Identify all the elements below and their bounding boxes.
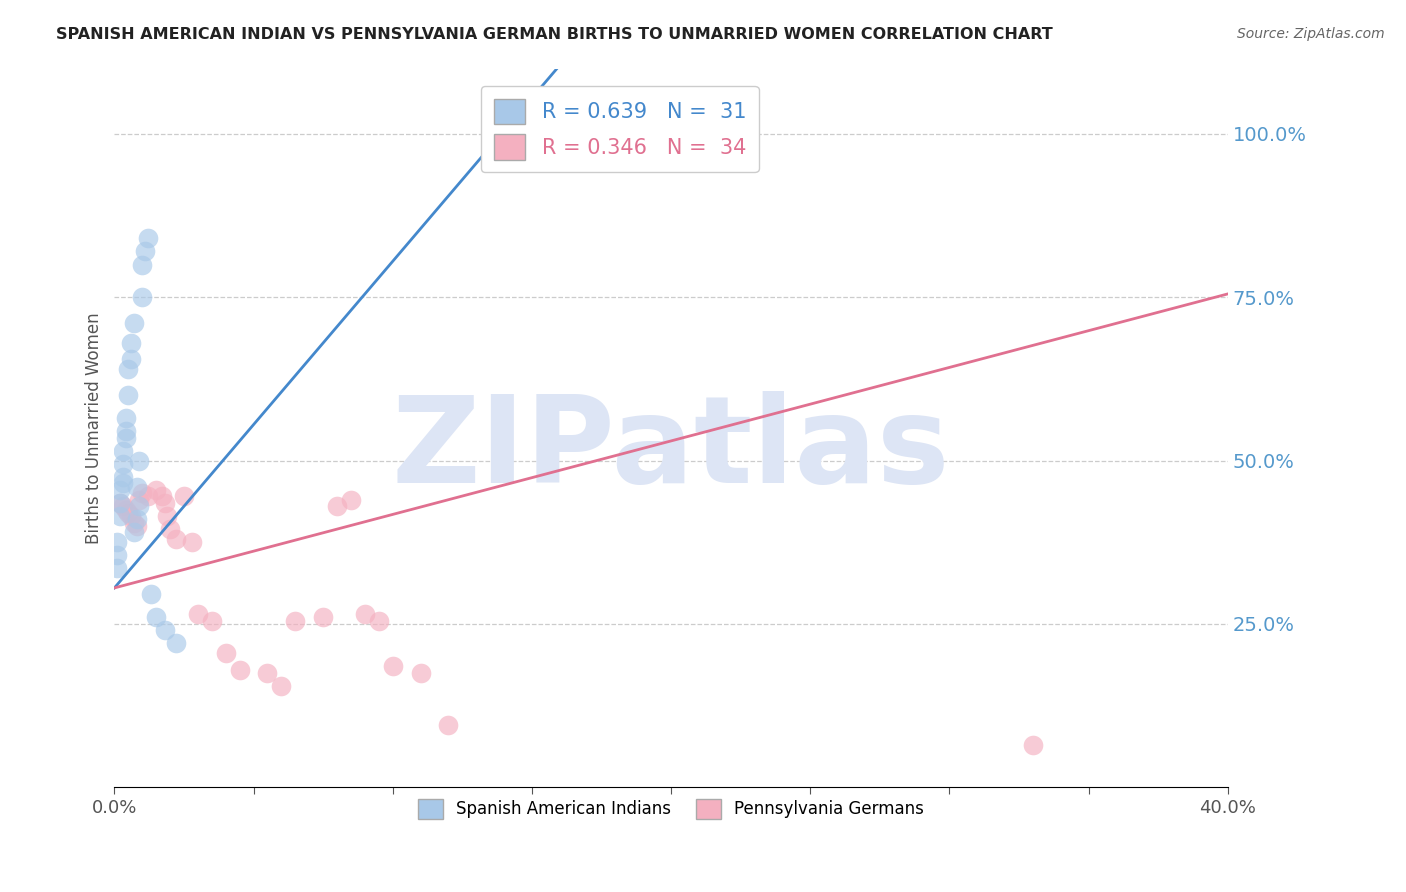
Point [125, 480, 148, 494]
Point [117, 362, 139, 376]
Text: ZIPatlas: ZIPatlas [392, 391, 950, 508]
Point [145, 483, 167, 497]
Point [128, 500, 150, 514]
Point [122, 516, 145, 530]
Point [117, 506, 139, 520]
Point [114, 502, 136, 516]
Point [125, 519, 148, 533]
Y-axis label: Births to Unmarried Women: Births to Unmarried Women [86, 312, 103, 543]
Point [105, 548, 128, 562]
Point [409, 665, 432, 680]
Point [284, 614, 307, 628]
Point [111, 476, 134, 491]
Point [108, 496, 131, 510]
Point [201, 614, 224, 628]
Point [128, 453, 150, 467]
Point [145, 610, 167, 624]
Point [150, 490, 173, 504]
Point [105, 561, 128, 575]
Text: Source: ZipAtlas.com: Source: ZipAtlas.com [1237, 27, 1385, 41]
Point [312, 610, 335, 624]
Point [340, 492, 363, 507]
Point [156, 509, 179, 524]
Point [136, 490, 159, 504]
Point [354, 607, 377, 621]
Point [228, 663, 250, 677]
Point [367, 614, 389, 628]
Point [134, 244, 156, 259]
Point [159, 522, 181, 536]
Point [165, 532, 187, 546]
Point [105, 535, 128, 549]
Point [111, 457, 134, 471]
Text: SPANISH AMERICAN INDIAN VS PENNSYLVANIA GERMAN BIRTHS TO UNMARRIED WOMEN CORRELA: SPANISH AMERICAN INDIAN VS PENNSYLVANIA … [56, 27, 1053, 42]
Point [153, 624, 176, 638]
Point [120, 335, 142, 350]
Point [131, 486, 153, 500]
Point [125, 512, 148, 526]
Point [256, 665, 278, 680]
Point [131, 290, 153, 304]
Point [187, 607, 209, 621]
Point [1022, 738, 1045, 752]
Point [120, 352, 142, 367]
Point [215, 646, 238, 660]
Point [120, 509, 142, 524]
Point [111, 500, 134, 514]
Point [131, 258, 153, 272]
Point [165, 636, 187, 650]
Point [114, 431, 136, 445]
Point [108, 483, 131, 497]
Point [136, 231, 159, 245]
Point [111, 443, 134, 458]
Point [153, 496, 176, 510]
Point [108, 509, 131, 524]
Point [270, 679, 292, 693]
Point [139, 587, 162, 601]
Point [114, 424, 136, 438]
Point [122, 525, 145, 540]
Point [122, 316, 145, 330]
Point [117, 388, 139, 402]
Point [181, 535, 204, 549]
Point [437, 718, 460, 732]
Point [326, 500, 349, 514]
Point [108, 496, 131, 510]
Point [114, 411, 136, 425]
Point [381, 659, 404, 673]
Point [128, 492, 150, 507]
Point [111, 470, 134, 484]
Legend: Spanish American Indians, Pennsylvania Germans: Spanish American Indians, Pennsylvania G… [411, 792, 931, 826]
Point [173, 490, 195, 504]
